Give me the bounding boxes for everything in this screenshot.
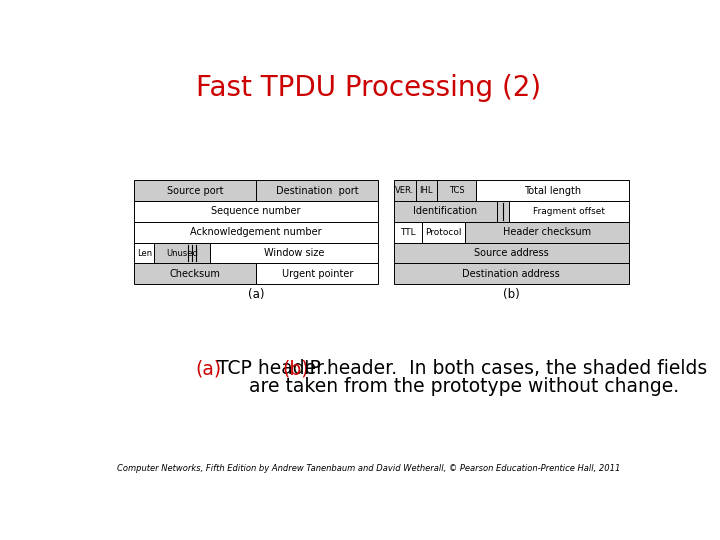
FancyBboxPatch shape [497,201,509,222]
FancyBboxPatch shape [394,242,629,264]
Text: (b): (b) [282,360,308,379]
Text: Urgent pointer: Urgent pointer [282,269,353,279]
FancyBboxPatch shape [415,180,437,201]
FancyBboxPatch shape [465,222,629,242]
FancyBboxPatch shape [134,222,378,242]
FancyBboxPatch shape [210,242,378,264]
Text: TCS: TCS [449,186,464,195]
FancyBboxPatch shape [476,180,629,201]
Text: (b): (b) [503,288,520,301]
FancyBboxPatch shape [134,201,378,222]
Text: (a): (a) [195,360,221,379]
FancyBboxPatch shape [256,264,378,284]
Text: Source port: Source port [167,186,223,195]
Text: Total length: Total length [523,186,581,195]
FancyBboxPatch shape [509,201,629,222]
FancyBboxPatch shape [422,222,465,242]
Text: (a): (a) [248,288,264,301]
FancyBboxPatch shape [134,264,256,284]
FancyBboxPatch shape [394,180,415,201]
Text: Window size: Window size [264,248,325,258]
FancyBboxPatch shape [134,180,256,201]
Text: TCP header.: TCP header. [211,360,334,379]
Text: Source address: Source address [474,248,549,258]
Text: Fast TPDU Processing (2): Fast TPDU Processing (2) [197,74,541,102]
Text: Destination  port: Destination port [276,186,359,195]
Text: Protocol: Protocol [425,228,462,237]
Text: are taken from the prototype without change.: are taken from the prototype without cha… [249,377,680,396]
FancyBboxPatch shape [154,242,210,264]
FancyBboxPatch shape [437,180,476,201]
FancyBboxPatch shape [394,201,497,222]
Text: Checksum: Checksum [170,269,220,279]
Text: Identification: Identification [413,206,477,217]
Text: IHL: IHL [420,186,433,195]
Text: TTL: TTL [400,228,415,237]
Text: IP header.  In both cases, the shaded fields: IP header. In both cases, the shaded fie… [298,360,708,379]
Text: Computer Networks, Fifth Edition by Andrew Tanenbaum and David Wetherall, © Pear: Computer Networks, Fifth Edition by Andr… [117,464,621,473]
Text: Unused: Unused [166,248,198,258]
FancyBboxPatch shape [394,264,629,284]
Text: Header checksum: Header checksum [503,227,591,237]
Text: Sequence number: Sequence number [212,206,301,217]
Text: Fragment offset: Fragment offset [533,207,605,216]
FancyBboxPatch shape [134,242,154,264]
Text: Destination address: Destination address [462,269,560,279]
FancyBboxPatch shape [394,222,422,242]
Text: Acknowledgement number: Acknowledgement number [190,227,322,237]
Text: VER.: VER. [395,186,414,195]
Text: Len: Len [137,248,152,258]
FancyBboxPatch shape [256,180,378,201]
